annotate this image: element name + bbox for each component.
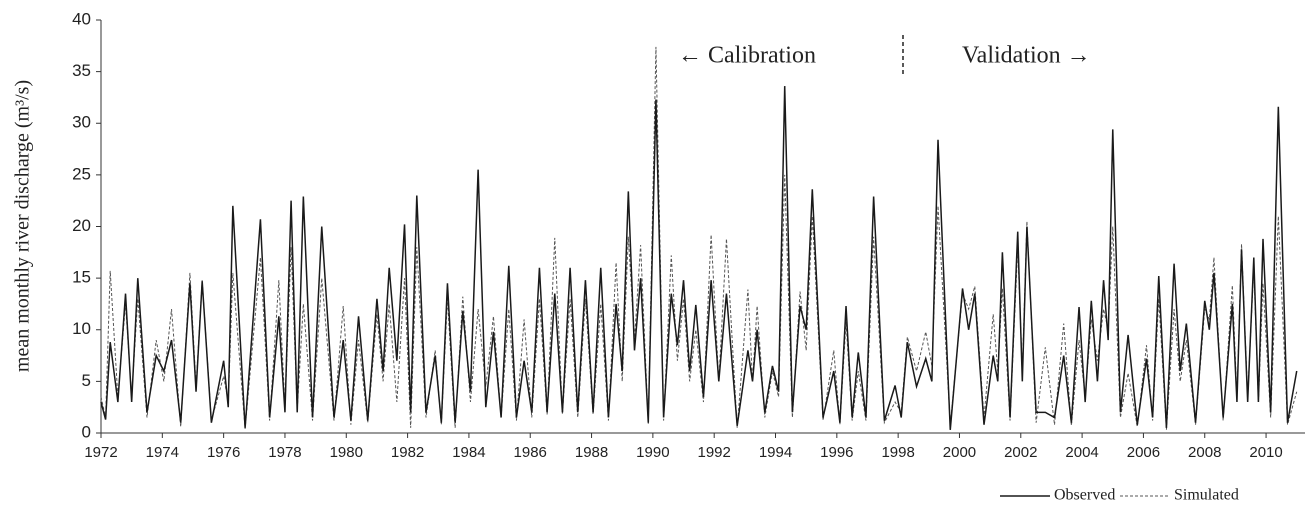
- x-tick-label: 2006: [1127, 444, 1160, 461]
- x-tick-label: 1974: [146, 444, 179, 461]
- x-tick-label: 2008: [1188, 444, 1221, 461]
- legend-label: Simulated: [1174, 487, 1239, 504]
- y-axis-label: mean monthly river discharge (m³/s): [12, 80, 34, 372]
- y-tick-label: 35: [72, 61, 91, 80]
- x-tick-label: 2000: [943, 444, 976, 461]
- x-tick-label: 1994: [759, 444, 792, 461]
- x-tick-label: 1982: [391, 444, 424, 461]
- y-tick-label: 40: [72, 9, 91, 28]
- x-tick-label: 1984: [452, 444, 485, 461]
- data-line: [100, 46, 1298, 430]
- x-tick-label: 1976: [207, 444, 240, 461]
- annotation: Validation →: [962, 43, 1091, 69]
- x-tick-label: 1996: [820, 444, 853, 461]
- y-tick-label: 5: [82, 371, 91, 390]
- x-tick-label: 1980: [330, 444, 363, 461]
- x-tick-label: 2004: [1065, 444, 1098, 461]
- x-tick-label: 2002: [1004, 444, 1037, 461]
- x-tick-label: 2010: [1249, 444, 1282, 461]
- x-tick-label: 1992: [698, 444, 731, 461]
- y-tick-label: 10: [72, 319, 91, 338]
- y-tick-label: 15: [72, 268, 91, 287]
- annotation: ← Calibration: [678, 43, 816, 69]
- y-tick-label: 30: [72, 113, 91, 132]
- x-tick-label: 1998: [881, 444, 914, 461]
- x-tick-label: 1986: [514, 444, 547, 461]
- x-tick-label: 1988: [575, 444, 608, 461]
- x-tick-label: 1972: [84, 444, 117, 461]
- data-line: [100, 86, 1298, 430]
- y-tick-label: 0: [82, 422, 91, 441]
- x-tick-label: 1990: [636, 444, 669, 461]
- legend-label: Observed: [1054, 487, 1115, 504]
- y-tick-label: 25: [72, 164, 91, 183]
- x-tick-label: 1978: [268, 444, 301, 461]
- y-tick-label: 20: [72, 216, 91, 235]
